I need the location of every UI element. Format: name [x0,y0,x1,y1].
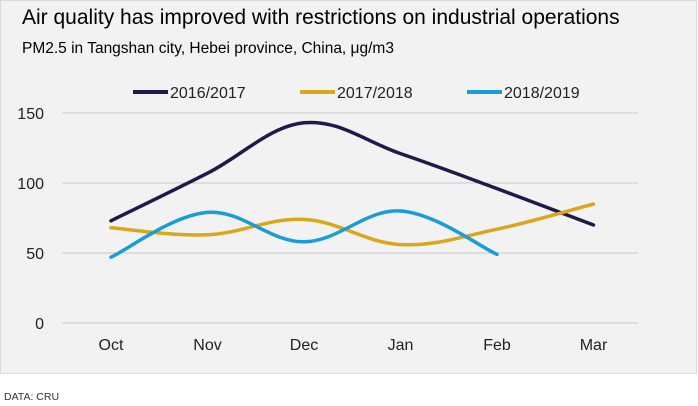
y-tick-label-150: 150 [17,106,44,123]
series-lines [109,120,596,259]
x-tick-label-jan: Jan [388,337,414,354]
legend-label-2018-2019: 2018/2019 [504,85,580,102]
x-tick-label-dec: Dec [290,337,318,354]
x-tick-label-mar: Mar [580,337,608,354]
x-axis-ticks: Oct Nov Dec Jan Feb Mar [99,337,608,354]
series-line-2016-2017 [109,120,596,227]
legend-label-2016-2017: 2016/2017 [170,85,246,102]
chart-title: Air quality has improved with restrictio… [22,6,620,29]
x-tick-label-feb: Feb [483,337,511,354]
data-source-note: DATA: CRU [4,391,60,403]
series-line-2017-2018 [109,202,596,247]
y-tick-label-50: 50 [26,246,44,263]
grid-lines [62,112,638,324]
y-tick-label-100: 100 [17,176,44,193]
series-line-2018-2019 [109,209,499,259]
x-tick-label-oct: Oct [99,337,124,354]
y-axis-ticks: 0 50 100 150 [17,106,44,333]
y-tick-label-0: 0 [35,316,44,333]
legend-label-2017-2018: 2017/2018 [337,85,413,102]
x-tick-label-nov: Nov [193,337,221,354]
chart-panel [0,0,697,374]
legend: 2016/2017 2017/2018 2018/2019 [133,85,580,102]
chart-subtitle: PM2.5 in Tangshan city, Hebei province, … [22,40,394,57]
